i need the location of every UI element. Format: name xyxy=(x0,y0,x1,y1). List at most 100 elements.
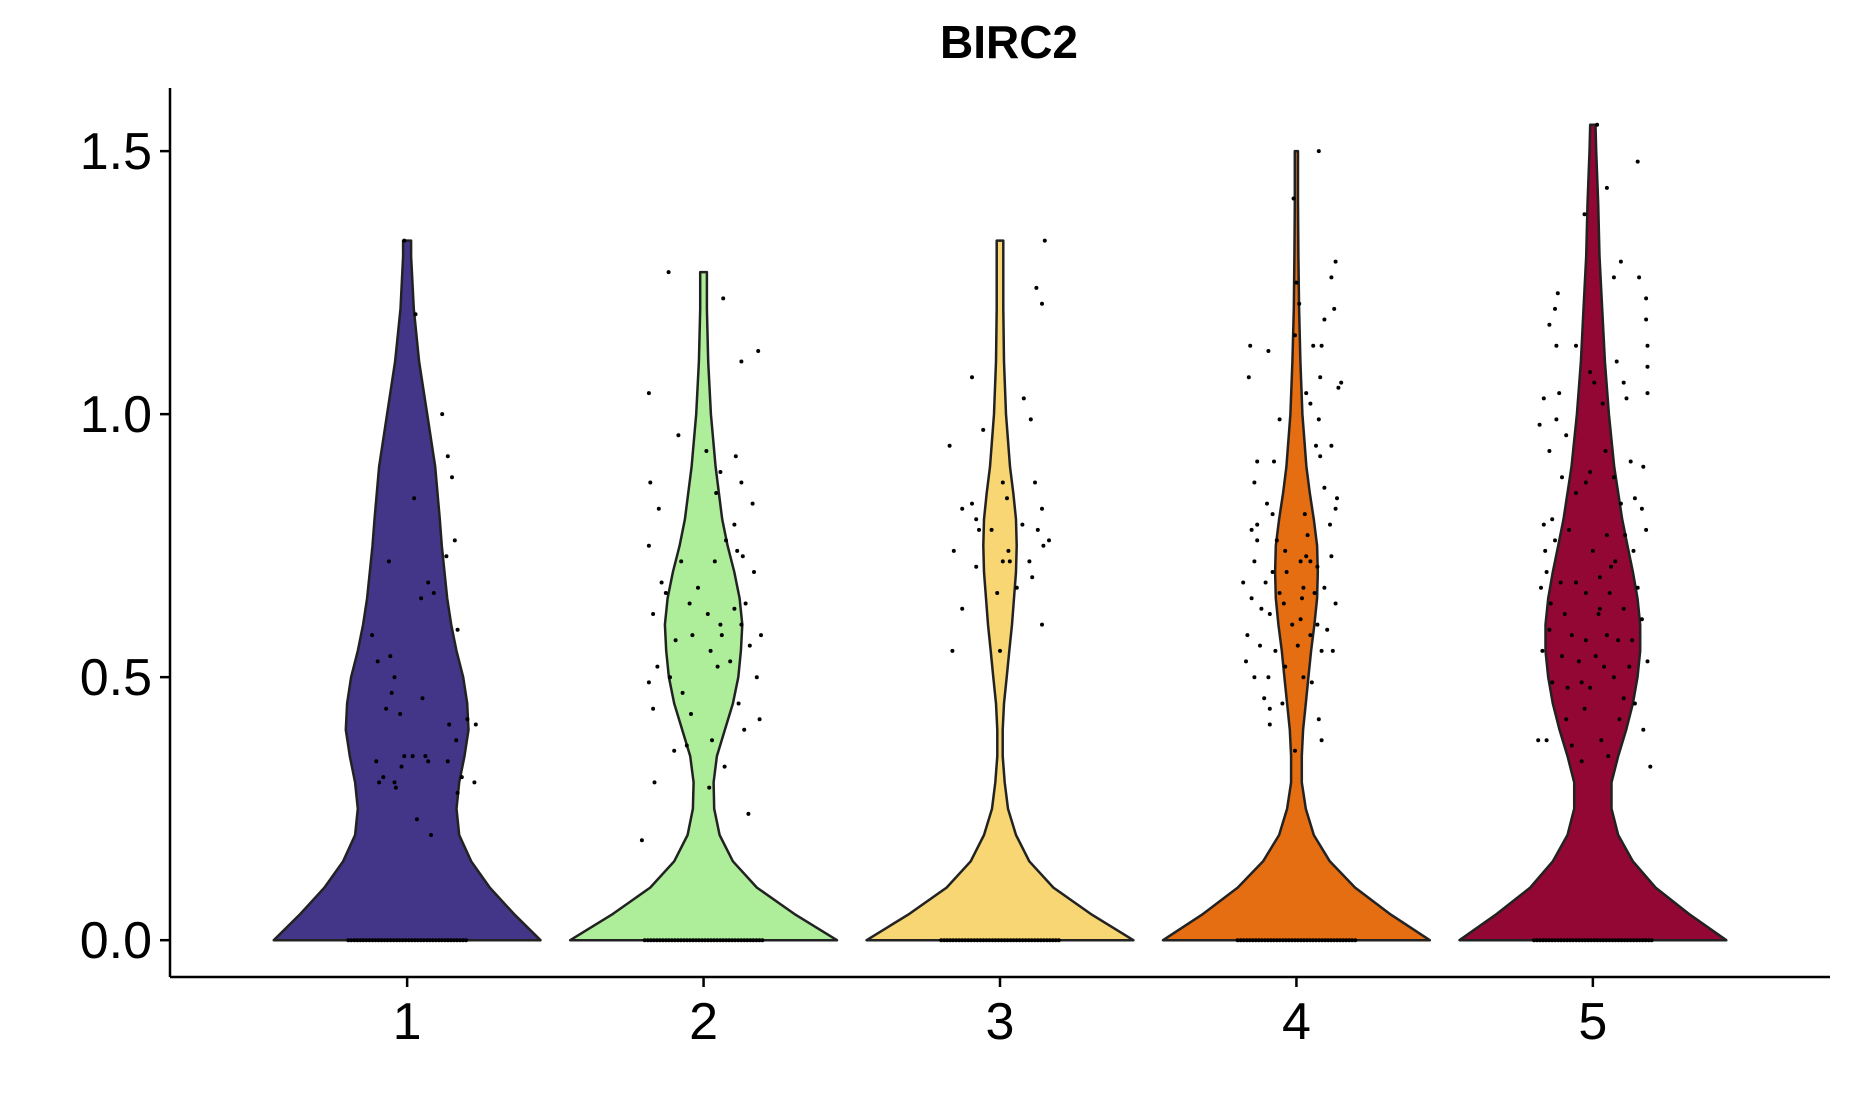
data-point xyxy=(1333,259,1338,264)
data-point xyxy=(1283,548,1288,553)
y-tick-label: 1.0 xyxy=(80,386,152,444)
data-point xyxy=(1350,938,1355,943)
data-point xyxy=(424,938,429,943)
data-point xyxy=(1606,754,1611,759)
data-point xyxy=(739,938,744,943)
data-point xyxy=(1032,938,1037,943)
data-point xyxy=(739,359,744,364)
data-point xyxy=(981,938,986,943)
data-point xyxy=(1554,343,1559,348)
data-point xyxy=(715,664,720,669)
data-point xyxy=(724,938,729,943)
data-point xyxy=(1569,743,1574,748)
violin-group-1 xyxy=(272,239,542,942)
data-point xyxy=(697,938,701,943)
data-point xyxy=(382,938,387,943)
data-point xyxy=(1604,633,1609,638)
x-tick-label: 2 xyxy=(689,993,718,1051)
data-point xyxy=(745,938,750,943)
data-point xyxy=(1332,306,1337,311)
data-point xyxy=(712,559,717,564)
data-point xyxy=(1271,938,1276,943)
data-point xyxy=(440,412,445,417)
data-point xyxy=(708,648,713,653)
points-layer xyxy=(346,122,1654,943)
data-point xyxy=(1576,659,1581,664)
data-point xyxy=(718,938,723,943)
data-point xyxy=(1588,370,1593,375)
data-point xyxy=(1618,501,1623,506)
data-point xyxy=(1011,938,1016,943)
data-point xyxy=(730,938,735,943)
data-point xyxy=(1637,938,1642,943)
data-point xyxy=(403,938,408,943)
data-point xyxy=(740,554,745,559)
data-point xyxy=(445,938,450,943)
data-point xyxy=(1535,938,1539,943)
data-point xyxy=(1547,938,1552,943)
data-point xyxy=(1314,443,1318,448)
data-point xyxy=(646,391,651,396)
data-point xyxy=(465,717,470,722)
data-point xyxy=(473,722,478,727)
data-point xyxy=(1624,396,1629,401)
data-point xyxy=(974,564,979,569)
data-point xyxy=(990,938,995,943)
data-point xyxy=(1544,938,1549,943)
data-point xyxy=(748,938,753,943)
data-point xyxy=(1609,564,1614,569)
data-point xyxy=(1538,938,1543,943)
data-point xyxy=(951,548,956,553)
data-point xyxy=(1000,559,1005,564)
y-tick-label: 0.5 xyxy=(80,649,152,707)
data-point xyxy=(1305,533,1310,538)
data-point xyxy=(1281,601,1286,606)
data-point xyxy=(415,938,420,943)
data-point xyxy=(712,938,717,943)
data-point xyxy=(364,938,369,943)
data-point xyxy=(1329,554,1334,559)
data-point xyxy=(1280,701,1285,706)
data-point xyxy=(1053,938,1058,943)
data-point xyxy=(1008,938,1013,943)
data-point xyxy=(672,748,677,753)
data-point xyxy=(1007,559,1012,564)
data-point xyxy=(1637,275,1642,280)
data-point xyxy=(981,427,986,432)
data-point xyxy=(960,606,965,611)
data-point xyxy=(651,612,656,616)
data-point xyxy=(722,764,727,769)
data-point xyxy=(1315,564,1320,569)
data-point xyxy=(1311,343,1316,348)
data-point xyxy=(675,938,680,943)
data-point xyxy=(1021,396,1026,401)
data-point xyxy=(1627,664,1632,669)
data-point xyxy=(1241,938,1246,943)
data-point xyxy=(668,675,672,680)
data-point xyxy=(374,759,379,764)
data-point xyxy=(1590,548,1595,553)
data-point xyxy=(1259,606,1264,611)
data-point xyxy=(1020,938,1025,943)
data-point xyxy=(1347,938,1352,943)
data-point xyxy=(1300,596,1304,601)
data-point xyxy=(1308,633,1313,638)
data-point xyxy=(684,743,689,748)
data-point xyxy=(1616,938,1621,943)
data-point xyxy=(1619,938,1624,943)
data-point xyxy=(688,938,692,943)
data-point xyxy=(1318,454,1323,459)
data-point xyxy=(1555,291,1560,296)
data-point xyxy=(1262,938,1267,943)
data-point xyxy=(1020,522,1025,527)
data-point xyxy=(1030,575,1035,580)
data-point xyxy=(1557,391,1562,396)
data-point xyxy=(1314,938,1318,943)
data-point xyxy=(752,570,756,574)
data-point xyxy=(1635,159,1640,164)
data-point xyxy=(646,680,651,685)
data-point xyxy=(1602,664,1607,669)
data-point xyxy=(963,938,968,943)
data-point xyxy=(420,696,425,701)
data-point xyxy=(999,938,1004,943)
